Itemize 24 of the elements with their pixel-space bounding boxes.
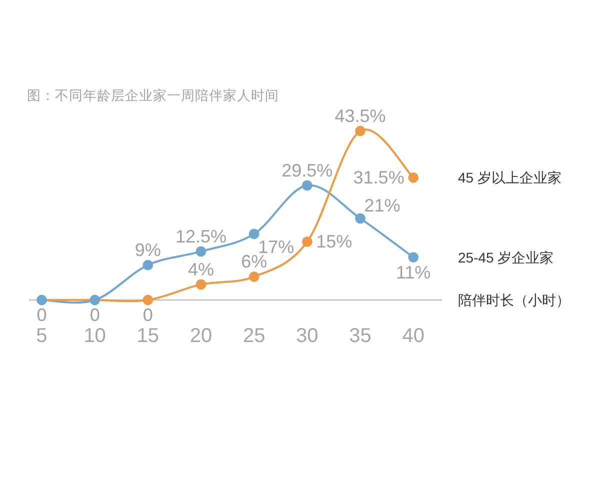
data-label: 29.5% <box>282 160 333 180</box>
data-label: 11% <box>396 262 431 282</box>
x-axis-title: 陪伴时长（小时） <box>458 292 570 308</box>
data-label: 0 <box>142 305 153 325</box>
x-tick-label: 35 <box>349 325 372 347</box>
x-tick-label: 20 <box>190 325 212 347</box>
series-name: 45 岁以上企业家 <box>458 170 562 186</box>
title: 图：不同年龄层企业家一周陪伴家人时间 <box>27 88 279 102</box>
x-tick-label: 5 <box>36 325 48 347</box>
data-label: 9% <box>134 240 161 260</box>
x-tick-label: 10 <box>84 325 106 347</box>
data-label: 31.5% <box>353 168 404 188</box>
data-label: 4% <box>188 259 214 280</box>
data-label: 0 <box>90 305 100 325</box>
data-label: 21% <box>364 195 400 216</box>
data-label: 43.5% <box>334 106 386 126</box>
series-name: 25-45 岁企业家 <box>458 249 554 266</box>
data-label: 0 <box>36 305 47 325</box>
x-tick-label: 15 <box>136 325 160 347</box>
x-tick-label: 30 <box>296 325 318 347</box>
data-label: 15% <box>316 232 352 252</box>
x-tick-label: 40 <box>402 325 424 347</box>
data-label: 12.5% <box>175 226 227 246</box>
x-tick-label: 25 <box>242 325 266 347</box>
